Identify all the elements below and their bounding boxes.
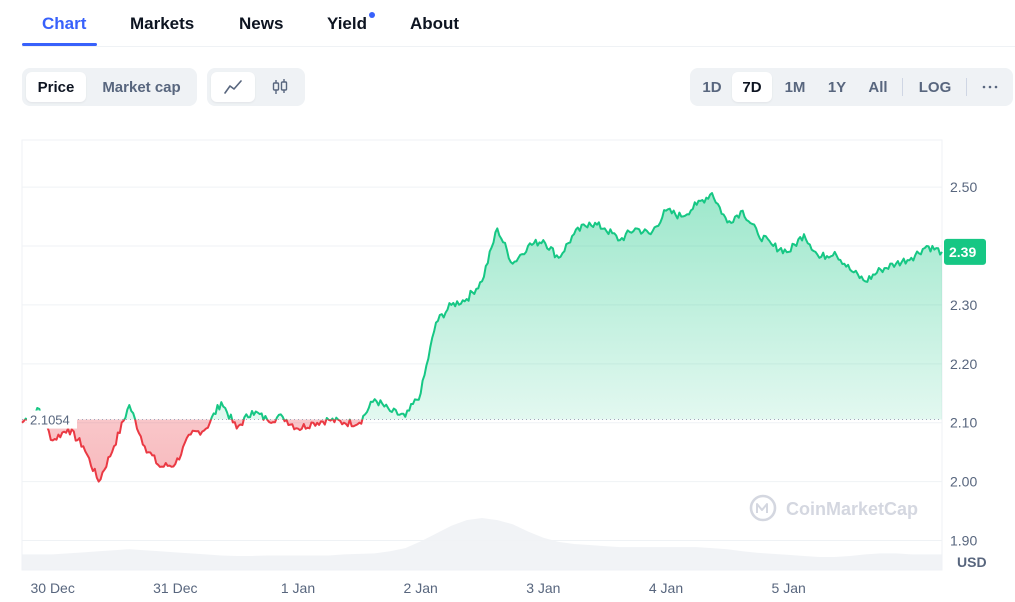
y-tick-label: 2.50 <box>950 179 977 195</box>
range-7d-button[interactable]: 7D <box>732 72 772 102</box>
baseline-label-bg <box>27 410 77 429</box>
x-tick-label: 3 Jan <box>526 580 560 596</box>
tab-news[interactable]: News <box>239 14 284 33</box>
metric-toggle: Price Market cap <box>22 68 197 106</box>
volume-area <box>22 518 942 570</box>
more-horizontal-icon <box>982 85 998 89</box>
tab-chart[interactable]: Chart <box>42 14 87 33</box>
y-axis-unit: USD <box>957 554 987 570</box>
market-cap-button[interactable]: Market cap <box>102 78 181 96</box>
up-area <box>25 193 942 420</box>
y-tick-label: 2.20 <box>950 356 977 372</box>
chart-type-toggle <box>207 68 305 106</box>
x-tick-label: 31 Dec <box>153 580 197 596</box>
x-axis: 30 Dec 31 Dec 1 Jan 2 Jan 3 Jan 4 Jan 5 Jan <box>30 580 805 596</box>
coinmarketcap-logo-mark <box>756 503 768 513</box>
baseline-label: 2.1054 <box>30 413 70 428</box>
x-tick-label: 1 Jan <box>281 580 315 596</box>
x-tick-label: 4 Jan <box>649 580 683 596</box>
tab-markets[interactable]: Markets <box>130 14 195 33</box>
range-1d-button[interactable]: 1D <box>702 78 722 96</box>
notification-dot <box>369 12 375 18</box>
price-line-up <box>23 192 943 420</box>
y-tick-label: 2.30 <box>950 297 977 313</box>
watermark-text: CoinMarketCap <box>786 499 918 519</box>
current-price-label: 2.39 <box>949 244 976 260</box>
range-1y-button[interactable]: 1Y <box>827 78 847 96</box>
y-tick-label: 2.00 <box>950 474 977 490</box>
candlestick-icon <box>272 79 288 94</box>
y-axis: 2.502.402.302.202.102.001.90 <box>950 179 977 548</box>
range-divider <box>902 78 903 96</box>
x-tick-label: 5 Jan <box>772 580 806 596</box>
more-options-button[interactable] <box>972 72 1008 102</box>
tab-about[interactable]: About <box>410 14 460 33</box>
range-all-button[interactable]: All <box>868 78 888 96</box>
volume-shape <box>22 518 942 570</box>
candlestick-button[interactable] <box>259 72 301 102</box>
log-scale-button[interactable]: LOG <box>918 78 952 96</box>
coinmarketcap-logo-icon <box>749 494 777 522</box>
price-line-down <box>21 419 364 483</box>
y-tick-label: 1.90 <box>950 533 977 549</box>
watermark: CoinMarketCap <box>749 494 918 522</box>
active-tab-indicator <box>22 43 97 46</box>
y-tick-label: 2.10 <box>950 415 977 431</box>
down-area <box>22 419 942 482</box>
x-tick-label: 2 Jan <box>404 580 438 596</box>
price-button[interactable]: Price <box>26 72 86 102</box>
line-chart-icon <box>224 80 242 94</box>
tab-yield[interactable]: Yield <box>327 12 375 34</box>
tab-yield-label: Yield <box>327 14 367 33</box>
price-area-fill <box>22 193 942 482</box>
tab-bar: Chart Markets News Yield About <box>22 0 1015 47</box>
range-1m-button[interactable]: 1M <box>784 78 806 96</box>
price-line <box>21 192 943 483</box>
x-tick-label: 30 Dec <box>30 580 74 596</box>
range-selector: 1D 7D 1M 1Y All LOG <box>690 68 1013 106</box>
range-divider <box>966 78 967 96</box>
current-price-tag <box>944 238 986 265</box>
line-chart-button[interactable] <box>211 72 255 102</box>
